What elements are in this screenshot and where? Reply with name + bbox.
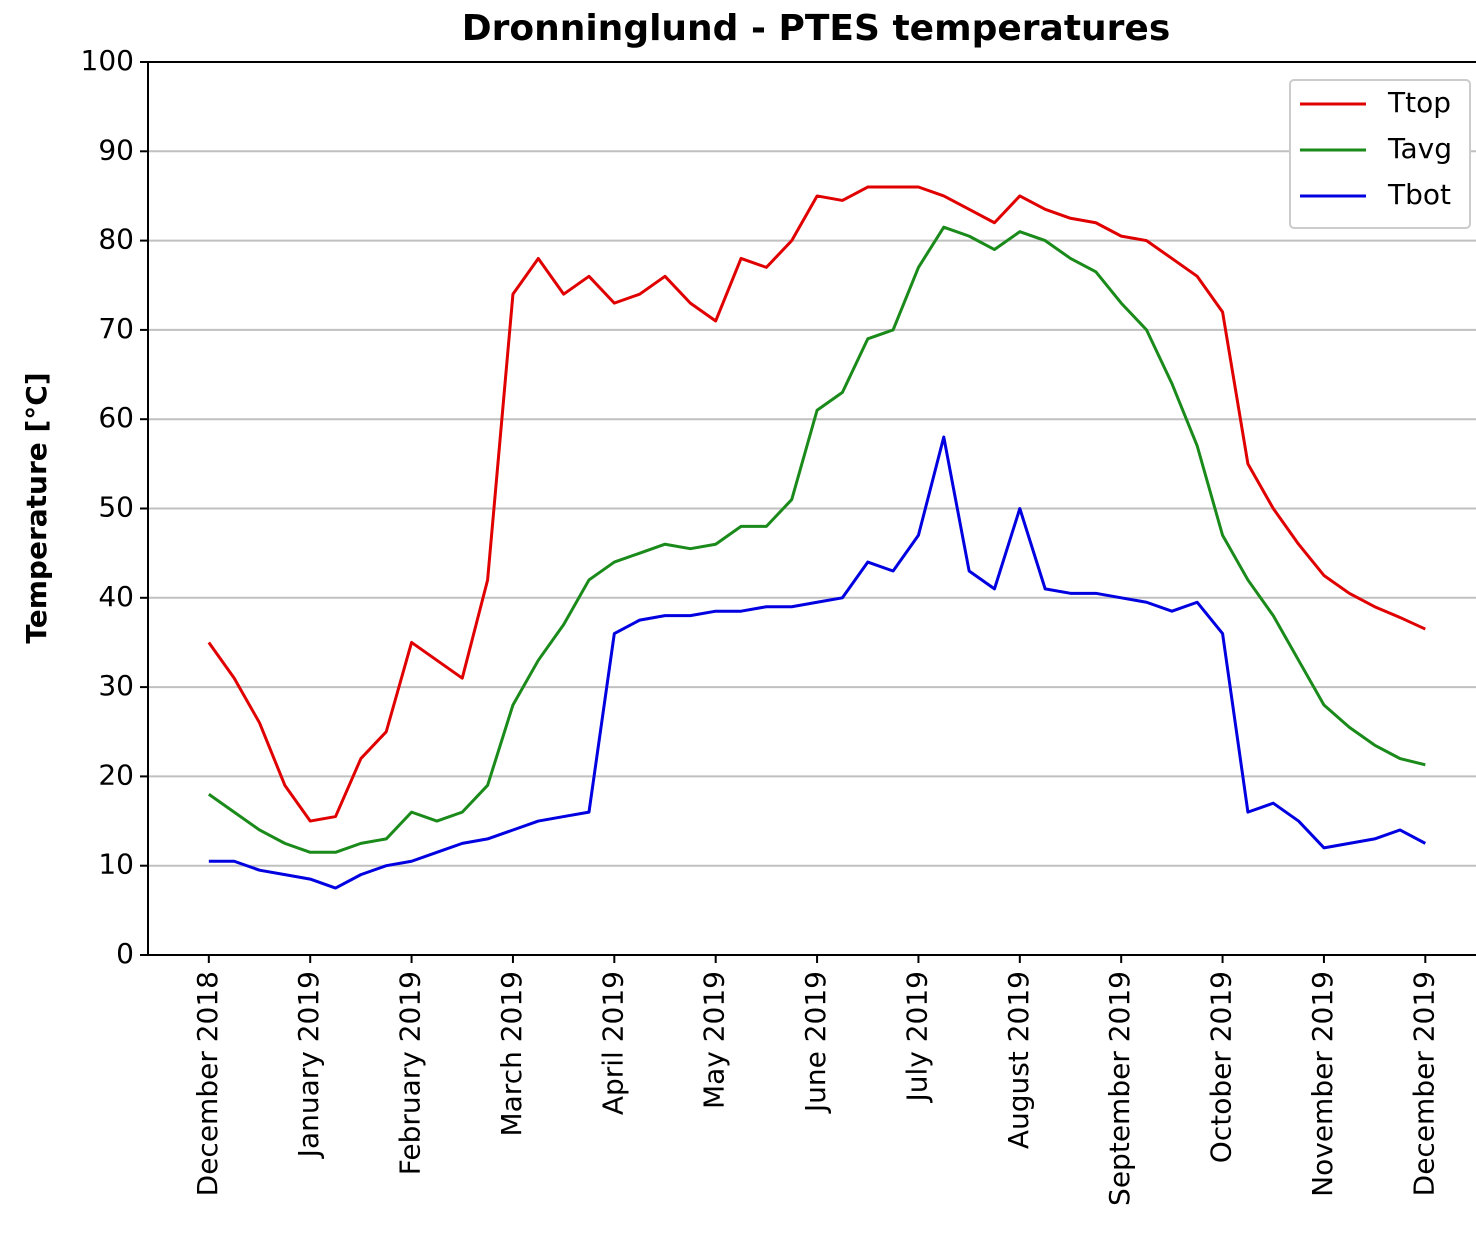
x-tick-label: May 2019	[698, 971, 731, 1109]
x-tick-label: December 2019	[1407, 971, 1440, 1196]
series-line	[207, 225, 1426, 854]
legend: Ttop Tavg Tbot	[1289, 79, 1471, 229]
y-tick-label: 30	[98, 669, 134, 702]
x-tick-label: June 2019	[799, 971, 832, 1114]
y-tick-label: 70	[98, 312, 134, 345]
legend-label: Ttop	[1387, 86, 1451, 119]
x-tick-label: March 2019	[495, 971, 528, 1137]
x-tick-label: August 2019	[1002, 971, 1035, 1149]
y-tick-label: 40	[98, 580, 134, 613]
y-tick-label: 20	[98, 758, 134, 791]
x-tick-label: April 2019	[596, 971, 629, 1115]
x-tick-label: November 2019	[1306, 971, 1339, 1197]
x-tick-label: December 2018	[191, 971, 224, 1196]
legend-box	[1289, 79, 1471, 229]
y-tick-label: 10	[98, 848, 134, 881]
y-tick-label: 100	[81, 44, 134, 77]
chart-title: Dronninglund - PTES temperatures	[462, 8, 1171, 49]
y-tick-label: 50	[98, 491, 134, 524]
series-line	[207, 185, 1426, 823]
y-axis-label: Temperature [°C]	[20, 372, 53, 643]
legend-label: Tavg	[1387, 132, 1452, 165]
y-tick-label: 60	[98, 401, 134, 434]
x-tick-label: July 2019	[900, 971, 933, 1104]
y-tick-label: 90	[98, 133, 134, 166]
legend-label: Tbot	[1387, 178, 1451, 211]
x-tick-label: January 2019	[292, 971, 325, 1159]
x-tick-label: September 2019	[1103, 971, 1136, 1206]
y-tick-label: 0	[116, 937, 134, 970]
y-tick-label: 80	[98, 223, 134, 256]
x-tick-label: October 2019	[1205, 971, 1238, 1163]
x-tick-label: February 2019	[394, 971, 427, 1175]
series-line	[208, 435, 1427, 890]
